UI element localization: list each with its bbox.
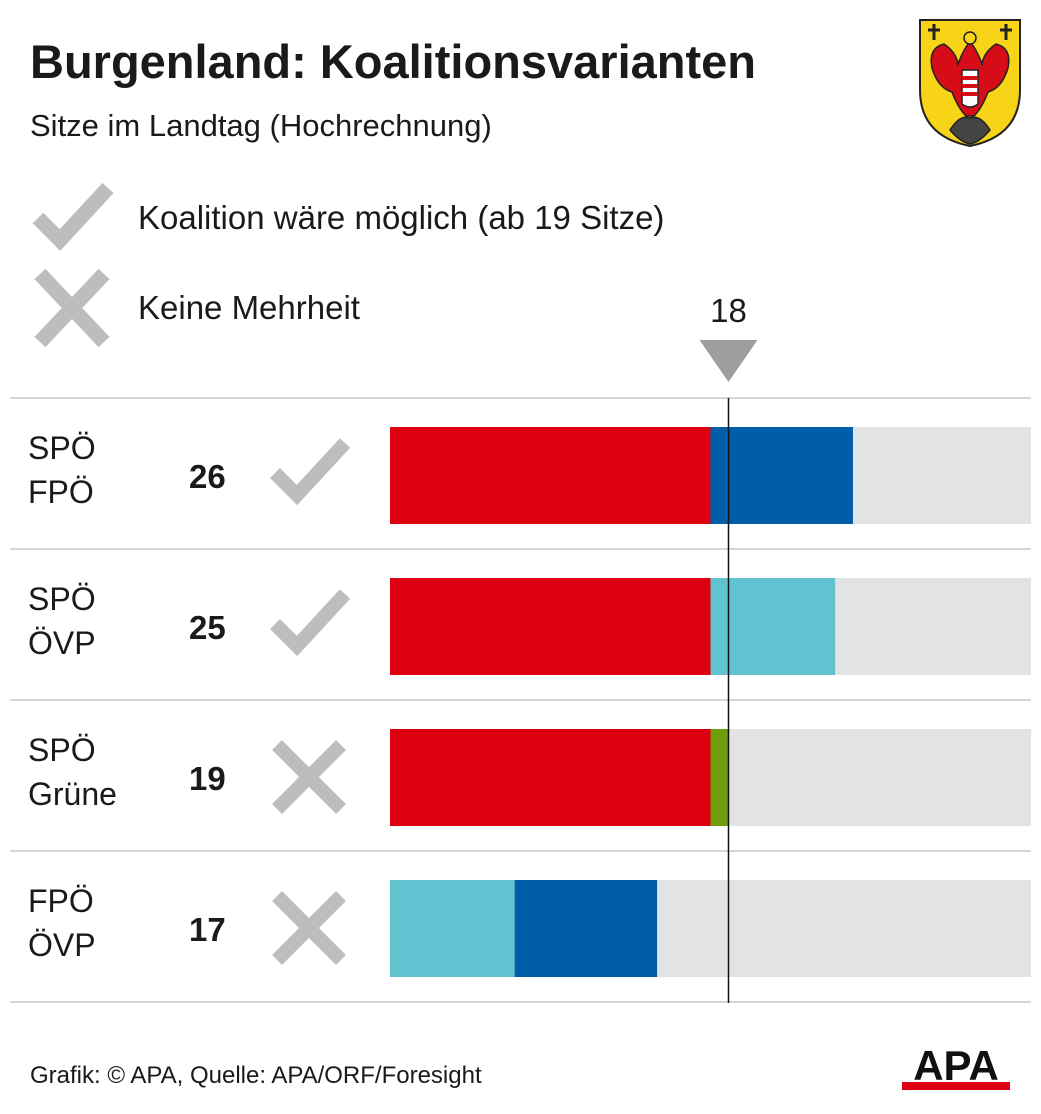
- apa-logo-text: APA: [913, 1044, 999, 1089]
- legend-no-majority-label: Keine Mehrheit: [138, 289, 360, 326]
- coalition-party-2: ÖVP: [28, 625, 96, 661]
- coalition-seat-total: 17: [189, 911, 226, 948]
- checkmark-icon: [270, 438, 351, 506]
- coalition-party-2: FPÖ: [28, 474, 94, 510]
- coalition-party-2: ÖVP: [28, 927, 96, 963]
- cross-icon: [272, 740, 346, 814]
- bar-segment-SPÖ: [390, 729, 711, 826]
- bar-segment-SPÖ: [390, 578, 711, 675]
- bar-segment-FPÖ: [710, 427, 853, 524]
- cross-icon: [272, 891, 346, 965]
- checkmark-icon: [270, 589, 351, 657]
- chart-subtitle: Sitze im Landtag (Hochrechnung): [30, 108, 492, 143]
- bar-segment-ÖVP: [390, 880, 515, 977]
- burgenland-coat-of-arms: [919, 19, 1021, 148]
- checkmark-icon: [32, 182, 114, 251]
- coalition-party-1: SPÖ: [28, 430, 96, 466]
- bar-segment-Grüne: [710, 729, 729, 826]
- legend-possible-label: Koalition wäre möglich (ab 19 Sitze): [138, 199, 665, 236]
- coalition-seat-total: 19: [189, 760, 226, 797]
- coalition-seat-total: 25: [189, 609, 226, 646]
- coalition-party-1: SPÖ: [28, 581, 96, 617]
- legend-no-majority: Keine Mehrheit: [30, 268, 360, 348]
- legend-possible: Koalition wäre möglich (ab 19 Sitze): [30, 178, 664, 258]
- coalition-seat-total: 26: [189, 458, 226, 495]
- apa-logo: APA: [902, 1044, 1010, 1090]
- chart-title: Burgenland: Koalitionsvarianten: [30, 35, 756, 88]
- threshold-label: 18: [710, 292, 747, 329]
- coalition-party-2: Grüne: [28, 776, 117, 812]
- coalition-party-1: FPÖ: [28, 883, 94, 919]
- bar-segment-FPÖ: [514, 880, 658, 977]
- cross-icon: [34, 268, 110, 348]
- source-footer: Grafik: © APA, Quelle: APA/ORF/Foresight: [30, 1062, 482, 1089]
- coalition-party-1: SPÖ: [28, 732, 96, 768]
- bar-segment-ÖVP: [710, 578, 836, 675]
- threshold-marker: [699, 340, 758, 382]
- bar-segment-SPÖ: [390, 427, 711, 524]
